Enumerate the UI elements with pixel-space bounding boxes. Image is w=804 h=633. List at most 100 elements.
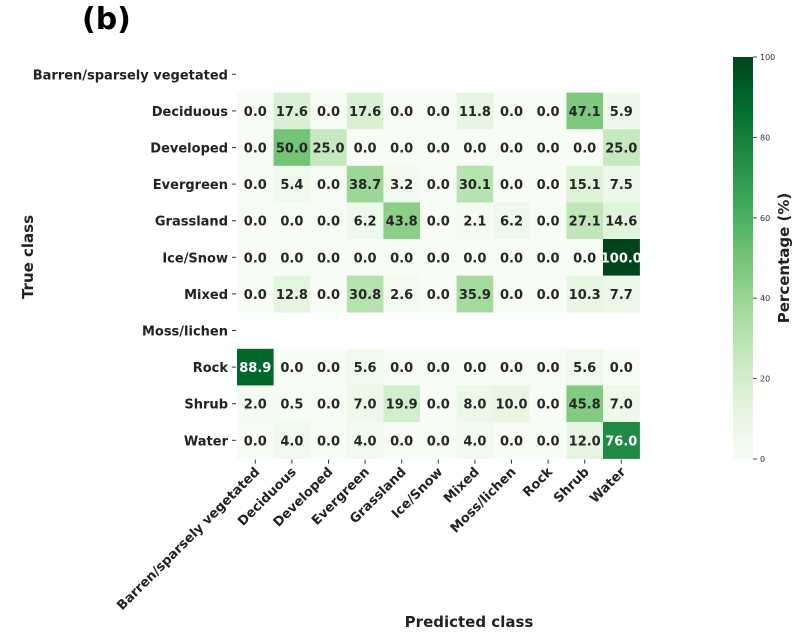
- y-tick-label: Ice/Snow: [162, 251, 228, 266]
- heatmap-cell: [310, 348, 348, 386]
- cell-value: 0.0: [390, 434, 413, 449]
- heatmap-cell: [346, 92, 384, 130]
- cell-value: 0.0: [390, 251, 413, 266]
- cell-value: 100.0: [601, 251, 642, 266]
- y-tick-label: Moss/lichen: [142, 325, 228, 340]
- cell-value: 0.0: [244, 251, 267, 266]
- cell-value: 0.0: [427, 434, 450, 449]
- heatmap-cells: [237, 92, 640, 459]
- heatmap-cell: [603, 202, 640, 240]
- heatmap-cell: [310, 92, 348, 130]
- heatmap-cell: [310, 275, 348, 313]
- heatmap-cell: [273, 385, 311, 423]
- cell-value: 0.0: [537, 434, 560, 449]
- heatmap-cell: [493, 348, 531, 386]
- heatmap-cell: [273, 202, 311, 240]
- y-tick-label: Mixed: [184, 288, 228, 303]
- heatmap-cell: [383, 275, 421, 313]
- heatmap-cell: [493, 422, 531, 459]
- cell-value: 7.5: [610, 178, 633, 193]
- cell-value: 8.0: [463, 398, 486, 413]
- heatmap-cell: [420, 385, 457, 423]
- cell-value: 0.0: [244, 105, 267, 120]
- heatmap-cell: [237, 92, 274, 130]
- cell-value: 15.1: [569, 178, 601, 193]
- heatmap-cell: [529, 165, 567, 203]
- colorbar-tick-label: 0: [760, 455, 765, 464]
- cell-value: 0.0: [427, 361, 450, 376]
- cell-value: 27.1: [569, 215, 601, 230]
- cell-value: 38.7: [349, 178, 381, 193]
- cell-value: 5.4: [280, 178, 303, 193]
- cell-value: 0.0: [244, 142, 267, 157]
- heatmap-cell: [456, 92, 494, 130]
- heatmap-cell: [456, 422, 494, 459]
- cell-value: 30.8: [349, 288, 381, 303]
- y-tick-label: Water: [184, 434, 229, 449]
- cell-value: 35.9: [459, 288, 491, 303]
- cell-value: 7.0: [354, 398, 377, 413]
- y-tick-label: Evergreen: [153, 178, 228, 193]
- cell-value: 5.6: [354, 361, 377, 376]
- heatmap-cell: [456, 129, 494, 167]
- cell-value: 0.0: [537, 215, 560, 230]
- panel-label: (b): [82, 2, 131, 37]
- heatmap-cell: [420, 165, 457, 203]
- heatmap-cell: [529, 239, 567, 276]
- cell-value: 0.0: [427, 398, 450, 413]
- heatmap-cell: [603, 239, 640, 276]
- heatmap-cell: [237, 385, 274, 423]
- cell-value: 7.7: [610, 288, 633, 303]
- cell-value: 0.0: [427, 288, 450, 303]
- cell-value: 0.0: [500, 288, 523, 303]
- heatmap-cell: [420, 202, 457, 240]
- cell-value: 76.0: [605, 434, 637, 449]
- heatmap-cell: [493, 165, 531, 203]
- y-tick-labels: Barren/sparsely vegetated Deciduous Develo…: [33, 68, 236, 449]
- heatmap-cell: [346, 239, 384, 276]
- heatmap-cell: [273, 129, 311, 167]
- heatmap-cell: [566, 385, 604, 423]
- heatmap-cell: [529, 422, 567, 459]
- cell-value: 0.0: [280, 215, 303, 230]
- heatmap-cell: [566, 202, 604, 240]
- heatmap-cell: [383, 165, 421, 203]
- colorbar-tick-label: 60: [760, 214, 770, 223]
- cell-value: 10.3: [569, 288, 601, 303]
- cell-value: 12.0: [569, 434, 601, 449]
- heatmap-cell: [273, 92, 311, 130]
- heatmap-cell: [273, 422, 311, 459]
- cell-value: 4.0: [463, 434, 486, 449]
- cell-value: 0.0: [427, 105, 450, 120]
- heatmap-cell: [493, 202, 531, 240]
- heatmap-cell: [529, 348, 567, 386]
- cell-value: 0.0: [537, 105, 560, 120]
- cell-value: 19.9: [386, 398, 418, 413]
- cell-value: 10.0: [495, 398, 527, 413]
- colorbar-tick-label: 40: [760, 294, 770, 303]
- y-tick-label: Barren/sparsely vegetated: [33, 68, 228, 83]
- heatmap-cell: [310, 165, 348, 203]
- cell-value: 11.8: [459, 105, 491, 120]
- cell-value: 0.0: [537, 142, 560, 157]
- cell-value: 0.0: [537, 361, 560, 376]
- heatmap-cell: [346, 385, 384, 423]
- cell-value: 3.2: [390, 178, 413, 193]
- heatmap-cell: [420, 348, 457, 386]
- cell-value: 0.0: [537, 288, 560, 303]
- cell-value: 0.0: [427, 178, 450, 193]
- heatmap-cell: [493, 129, 531, 167]
- colorbar-tick-label: 100: [760, 53, 775, 62]
- cell-value: 0.0: [244, 288, 267, 303]
- cell-value: 0.0: [280, 361, 303, 376]
- cell-value: 0.0: [390, 105, 413, 120]
- y-tick-label: Grassland: [155, 215, 228, 230]
- cell-value: 0.0: [500, 142, 523, 157]
- heatmap-cell: [346, 129, 384, 167]
- heatmap-cell: [603, 275, 640, 313]
- heatmap-cell: [529, 92, 567, 130]
- heatmap-cell: [383, 92, 421, 130]
- heatmap-cell: [603, 92, 640, 130]
- cell-value: 2.6: [390, 288, 413, 303]
